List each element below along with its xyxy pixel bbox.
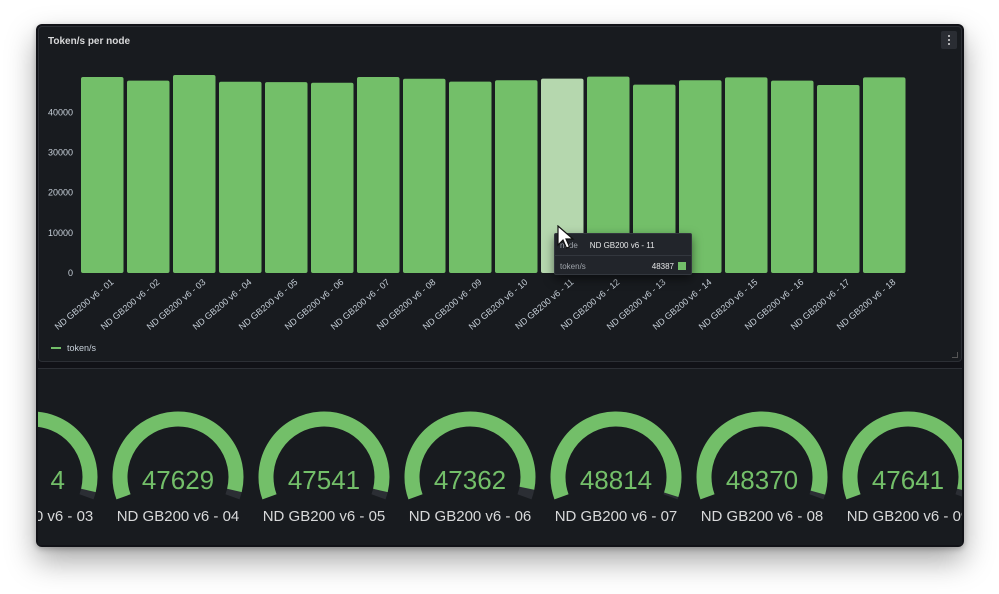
gauge: 48370 ND GB200 v6 - 08 <box>689 369 835 545</box>
bar[interactable] <box>863 77 906 274</box>
resize-handle[interactable] <box>952 352 958 358</box>
chart-legend[interactable]: token/s <box>51 343 96 353</box>
bar[interactable] <box>633 84 676 273</box>
y-tick-label: 30000 <box>48 148 73 158</box>
gauge-value: 4 <box>50 465 65 495</box>
gauge-arc <box>404 411 536 500</box>
y-axis: 0 10000 20000 30000 40000 <box>48 107 73 278</box>
gauge-label: ND GB200 v6 - 04 <box>116 508 240 525</box>
bar[interactable] <box>311 82 354 273</box>
tooltip-metric-value: 48387 <box>651 261 674 271</box>
bar[interactable] <box>771 80 814 274</box>
tooltip-node-value: ND GB200 v6 - 11 <box>589 240 655 250</box>
bar[interactable] <box>449 81 492 273</box>
gauge-value: 47641 <box>871 465 945 495</box>
tooltip-metric-key: token/s <box>560 261 586 271</box>
gauge-arc <box>258 411 390 500</box>
bar-chart-panel: Token/s per node 0 10000 20000 30000 40000 N… <box>38 26 962 362</box>
bar[interactable] <box>403 78 446 273</box>
bar[interactable] <box>357 76 400 273</box>
gauge: 47541 ND GB200 v6 - 05 <box>251 369 397 545</box>
bar[interactable] <box>265 82 308 273</box>
gauge: 4 ND GB200 v6 - 03 <box>38 369 105 545</box>
gauge-label: ND GB200 v6 - 08 <box>700 508 824 525</box>
panel-menu-icon[interactable] <box>941 31 957 49</box>
gauge-value: 47541 <box>287 465 361 495</box>
bar[interactable] <box>679 80 722 273</box>
y-tick-label: 40000 <box>48 107 73 117</box>
gauge-arc <box>550 411 682 500</box>
gauge-label: ND GB200 v6 - 06 <box>408 508 532 525</box>
bar[interactable] <box>725 77 768 274</box>
gauge-value: 48370 <box>725 465 799 495</box>
panel-title: Token/s per node <box>48 36 131 47</box>
mouse-cursor-icon <box>557 225 575 249</box>
tooltip-swatch <box>678 262 686 270</box>
gauge-arc <box>38 411 98 500</box>
bar[interactable] <box>495 80 538 273</box>
bar[interactable] <box>587 76 630 273</box>
bar[interactable] <box>817 85 860 273</box>
dashboard-window: Token/s per node 0 10000 20000 30000 40000 N… <box>36 24 964 547</box>
gauge-label: ND GB200 v6 - 09 <box>846 508 962 525</box>
bar-chart[interactable]: 0 10000 20000 30000 40000 ND GB200 v6 - 01ND… <box>39 27 963 363</box>
gauge: 47362 ND GB200 v6 - 06 <box>397 369 543 545</box>
y-tick-label: 20000 <box>48 188 73 198</box>
bar[interactable] <box>173 75 216 273</box>
gauge: 47629 ND GB200 v6 - 04 <box>105 369 251 545</box>
legend-label: token/s <box>67 343 97 353</box>
gauge-value: 47629 <box>141 465 215 495</box>
gauge-arc <box>696 411 828 500</box>
bars <box>81 75 906 274</box>
gauge-arc <box>842 411 962 500</box>
y-tick-label: 10000 <box>48 228 73 238</box>
gauge-label: ND GB200 v6 - 07 <box>554 508 678 525</box>
gauge: 47641 ND GB200 v6 - 09 <box>835 369 962 545</box>
y-tick-label: 0 <box>68 268 73 278</box>
bar[interactable] <box>81 77 124 273</box>
gauge: 48814 ND GB200 v6 - 07 <box>543 369 689 545</box>
bar[interactable] <box>541 78 584 274</box>
bar[interactable] <box>219 81 262 273</box>
gauge-label: ND GB200 v6 - 05 <box>262 508 386 525</box>
legend-swatch <box>51 347 61 349</box>
gauge-value: 47362 <box>433 465 507 495</box>
gauge-arc <box>112 411 244 500</box>
gauge-label: ND GB200 v6 - 03 <box>38 508 94 525</box>
gauge-value: 48814 <box>579 465 653 495</box>
bar[interactable] <box>127 80 170 274</box>
